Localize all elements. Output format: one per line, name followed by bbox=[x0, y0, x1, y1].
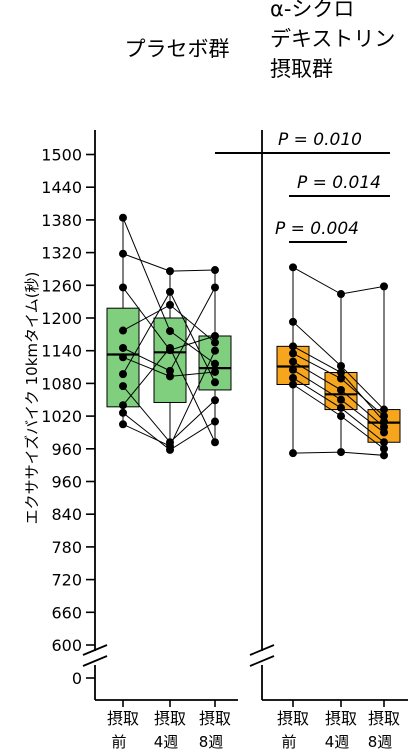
group-title-cyclodextrin-line-1: α-シクロ bbox=[270, 0, 354, 21]
data-point bbox=[119, 343, 127, 352]
y-tick-label: 840 bbox=[51, 505, 82, 524]
axis-break-mark bbox=[249, 655, 275, 667]
group-title-cyclodextrin-line-2: デキストリン bbox=[270, 27, 395, 51]
axis-break-gap bbox=[254, 651, 270, 665]
y-tick-label: 1080 bbox=[41, 374, 82, 393]
y-tick-label: 0 bbox=[72, 669, 82, 688]
y-tick-label: 1500 bbox=[41, 146, 82, 165]
data-point bbox=[119, 353, 127, 362]
data-point bbox=[337, 395, 345, 404]
data-point bbox=[211, 417, 219, 426]
data-point bbox=[380, 282, 388, 291]
data-point bbox=[289, 349, 297, 358]
data-point bbox=[337, 412, 345, 421]
y-axis-label: エクササイズバイク 10kmタイム(秒) bbox=[23, 272, 41, 525]
y-tick-label: 960 bbox=[51, 440, 82, 459]
data-point bbox=[289, 449, 297, 458]
data-point bbox=[211, 338, 219, 347]
y-tick-label: 960 bbox=[51, 473, 82, 492]
subject-line bbox=[292, 266, 385, 295]
data-point bbox=[211, 331, 219, 340]
data-point bbox=[380, 438, 388, 447]
data-point bbox=[337, 290, 345, 299]
data-point bbox=[289, 342, 297, 351]
data-point bbox=[211, 396, 219, 405]
data-point bbox=[119, 326, 127, 335]
data-point bbox=[380, 444, 388, 453]
x-tick-label: 摂取 bbox=[154, 709, 186, 728]
data-point bbox=[166, 442, 174, 451]
p-value-label: P = 0.014 bbox=[297, 173, 381, 193]
data-point bbox=[166, 287, 174, 296]
x-tick-label: 4週 bbox=[325, 733, 350, 751]
data-point bbox=[289, 263, 297, 272]
data-point bbox=[337, 385, 345, 394]
data-point bbox=[380, 428, 388, 437]
data-point bbox=[211, 438, 219, 447]
group-title-placebo: プラセボ群 bbox=[125, 37, 230, 61]
data-point bbox=[289, 380, 297, 389]
y-tick-label: 1380 bbox=[41, 211, 82, 230]
y-tick-label: 1440 bbox=[41, 178, 82, 197]
data-point bbox=[337, 448, 345, 457]
data-point bbox=[337, 361, 345, 370]
axis-break-mark bbox=[82, 655, 108, 667]
y-tick-label: 780 bbox=[51, 538, 82, 557]
data-point bbox=[289, 317, 297, 326]
data-point bbox=[119, 420, 127, 429]
x-tick-label: 8週 bbox=[199, 733, 224, 751]
p-value-label: P = 0.010 bbox=[278, 130, 362, 150]
y-tick-label: 1260 bbox=[41, 276, 82, 295]
data-point bbox=[119, 249, 127, 258]
data-point bbox=[119, 370, 127, 379]
x-tick-label: 摂取 bbox=[368, 709, 400, 728]
x-tick-label: 4週 bbox=[154, 733, 179, 751]
data-point bbox=[119, 401, 127, 410]
data-point bbox=[211, 367, 219, 376]
data-point bbox=[380, 412, 388, 421]
axis-break-mark bbox=[82, 644, 108, 656]
data-point bbox=[211, 359, 219, 368]
data-point bbox=[166, 343, 174, 352]
axis-break-gap bbox=[87, 651, 103, 665]
data-point bbox=[289, 373, 297, 382]
group-title-cyclodextrin-line-3: 摂取群 bbox=[270, 57, 333, 81]
x-tick-label: 前 bbox=[111, 733, 126, 751]
p-value-label: P = 0.004 bbox=[275, 219, 359, 239]
data-point bbox=[211, 346, 219, 355]
data-point bbox=[380, 451, 388, 460]
data-point bbox=[119, 382, 127, 391]
data-point bbox=[211, 378, 219, 387]
x-tick-label: 摂取 bbox=[199, 709, 231, 728]
data-point bbox=[289, 365, 297, 374]
data-point bbox=[380, 405, 388, 414]
data-point bbox=[337, 374, 345, 383]
x-tick-label: 摂取 bbox=[325, 709, 357, 728]
y-tick-label: 1200 bbox=[41, 309, 82, 328]
axis-break-mark bbox=[249, 644, 275, 656]
data-point bbox=[166, 267, 174, 276]
y-tick-label: 1020 bbox=[41, 407, 82, 426]
data-point bbox=[211, 283, 219, 292]
x-tick-label: 前 bbox=[281, 733, 296, 751]
x-tick-label: 摂取 bbox=[107, 709, 139, 728]
data-point bbox=[166, 372, 174, 381]
x-tick-label: 8週 bbox=[368, 733, 393, 751]
data-point bbox=[337, 403, 345, 412]
data-point bbox=[119, 408, 127, 417]
data-point bbox=[211, 266, 219, 275]
data-point bbox=[289, 357, 297, 366]
y-tick-label: 600 bbox=[51, 636, 82, 655]
y-tick-label: 1140 bbox=[41, 342, 82, 361]
data-point bbox=[337, 368, 345, 377]
x-tick-label: 摂取 bbox=[277, 709, 309, 728]
y-tick-label: 1320 bbox=[41, 244, 82, 263]
y-tick-label: 660 bbox=[51, 603, 82, 622]
y-tick-label: 720 bbox=[51, 571, 82, 590]
data-point bbox=[166, 300, 174, 309]
data-point bbox=[119, 213, 127, 222]
data-point bbox=[166, 327, 174, 336]
data-point bbox=[119, 283, 127, 292]
